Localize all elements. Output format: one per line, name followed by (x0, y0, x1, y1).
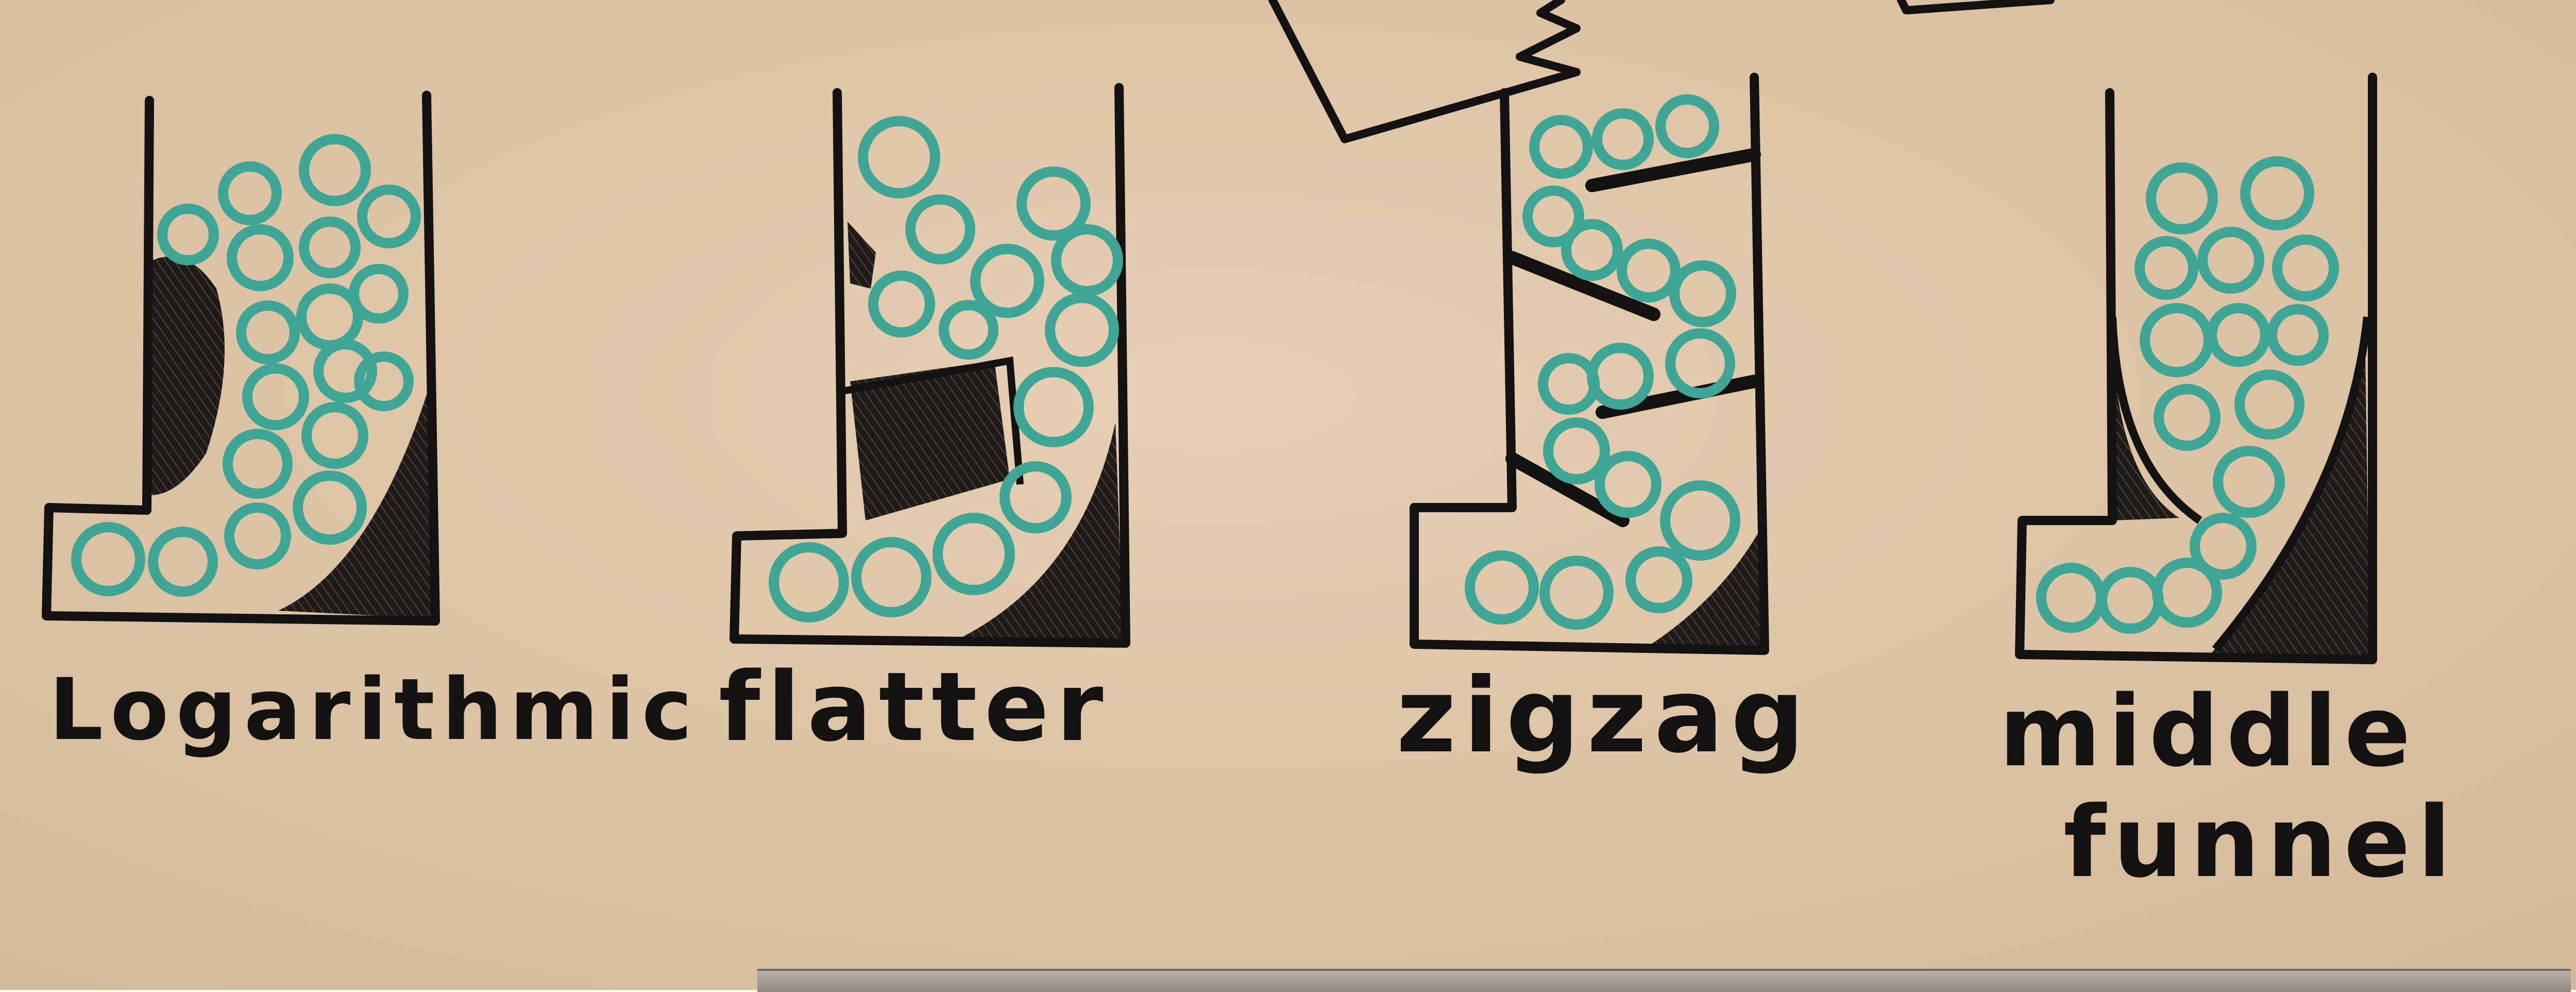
container-logarithmic (42, 91, 440, 626)
balls (71, 134, 421, 597)
container-walls (730, 83, 1130, 648)
funnel-fill-left (144, 256, 225, 495)
ramp-line (839, 356, 1024, 485)
label-flatter: flatter (719, 651, 1111, 763)
corner-fill (1651, 531, 1765, 649)
sliver-fill (848, 222, 876, 289)
label-middle-funnel-2: funnel (2063, 785, 2459, 899)
funnel-fill-right (278, 392, 433, 618)
block-fill (850, 361, 1010, 520)
zigzag-baffles (1505, 148, 1761, 527)
container-flatter (730, 83, 1130, 648)
container-walls (42, 91, 440, 626)
label-middle-funnel-1: middle (1999, 675, 2418, 788)
label-zigzag: zigzag (1396, 656, 1812, 776)
funnel-line-right (2212, 316, 2371, 652)
balls (1465, 94, 1740, 630)
curve-fill-right (958, 423, 1123, 642)
label-logarithmic: Logarithmic (49, 660, 700, 759)
funnel-fill-right (2208, 317, 2370, 660)
container-zigzag (1410, 73, 1769, 655)
container-walls (2015, 73, 2377, 664)
funnel-line-left (2108, 316, 2202, 524)
balls (769, 116, 1123, 623)
balls (2036, 156, 2339, 634)
container-middle-funnel (2015, 73, 2377, 664)
container-walls (1410, 73, 1769, 655)
funnel-fill-left (2112, 314, 2179, 520)
marker-tray (757, 969, 2571, 992)
top-sketch-partial (1268, 0, 2055, 143)
